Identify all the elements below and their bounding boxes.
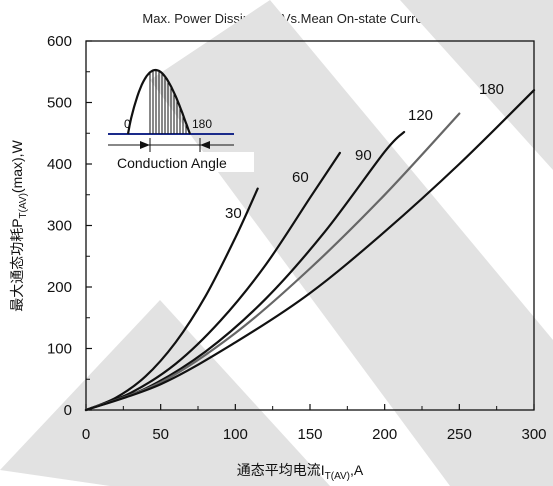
x-tick-label-5: 250 (447, 426, 472, 443)
inset-end-label: 180 (192, 117, 212, 131)
y-tick-label-3: 300 (47, 218, 72, 235)
inset-start-label: 0 (124, 117, 131, 131)
y-tick-label-4: 400 (47, 156, 72, 173)
inset-left-arrow (140, 141, 150, 149)
series-label-90: 90 (355, 147, 372, 164)
series-label-180: 180 (479, 81, 504, 98)
y-axis-label-main: 最大通态功耗P (9, 218, 25, 311)
watermark-stripe-2 (0, 300, 330, 486)
x-tick-label-2: 100 (223, 426, 248, 443)
chart-title: Max. Power Dissipation Vs.Mean On-state … (142, 11, 434, 26)
inset-caption: Conduction Angle (117, 155, 227, 171)
x-axis-label: 通态平均电流IT(AV),A (237, 462, 364, 482)
inset-sine-wave (126, 68, 192, 135)
y-tick-label-2: 200 (47, 279, 72, 296)
conduction-angle-inset: 0 180 Conduction Angle (108, 68, 254, 172)
series-line-60 (84, 151, 341, 412)
series-label-120: 120 (408, 107, 433, 124)
series-label-60: 60 (292, 169, 309, 186)
y-tick-label-6: 600 (47, 33, 72, 50)
y-tick-label-1: 100 (47, 341, 72, 358)
x-tick-label-6: 300 (521, 426, 546, 443)
y-axis-label-unit: (max),W (9, 139, 25, 193)
x-axis-label-main: 通态平均电流I (237, 462, 325, 478)
y-axis-label-sub: T(AV) (18, 193, 29, 218)
series-labels: 30 60 90 120 180 (225, 81, 504, 222)
inset-caption-bg (114, 152, 254, 172)
x-tick-label-3: 150 (297, 426, 322, 443)
x-axis-label-sub: T(AV) (325, 471, 350, 482)
series-line-180 (84, 89, 536, 412)
y-tick-label-5: 500 (47, 95, 72, 112)
series-line-120 (84, 112, 461, 412)
series-label-30: 30 (225, 205, 242, 222)
series-line-30 (84, 187, 259, 412)
x-axis-label-unit: ,A (350, 462, 364, 478)
x-tick-label-1: 50 (152, 426, 169, 443)
x-tick-label-4: 200 (372, 426, 397, 443)
series-lines (84, 89, 536, 412)
x-tick-label-0: 0 (82, 426, 90, 443)
y-axis-label: 最大通态功耗PT(AV)(max),W (9, 139, 29, 311)
watermark-stripe-1 (150, 0, 553, 486)
y-tick-label-0: 0 (64, 402, 72, 419)
inset-right-arrow (200, 141, 210, 149)
watermark-stripe-3 (400, 0, 553, 170)
